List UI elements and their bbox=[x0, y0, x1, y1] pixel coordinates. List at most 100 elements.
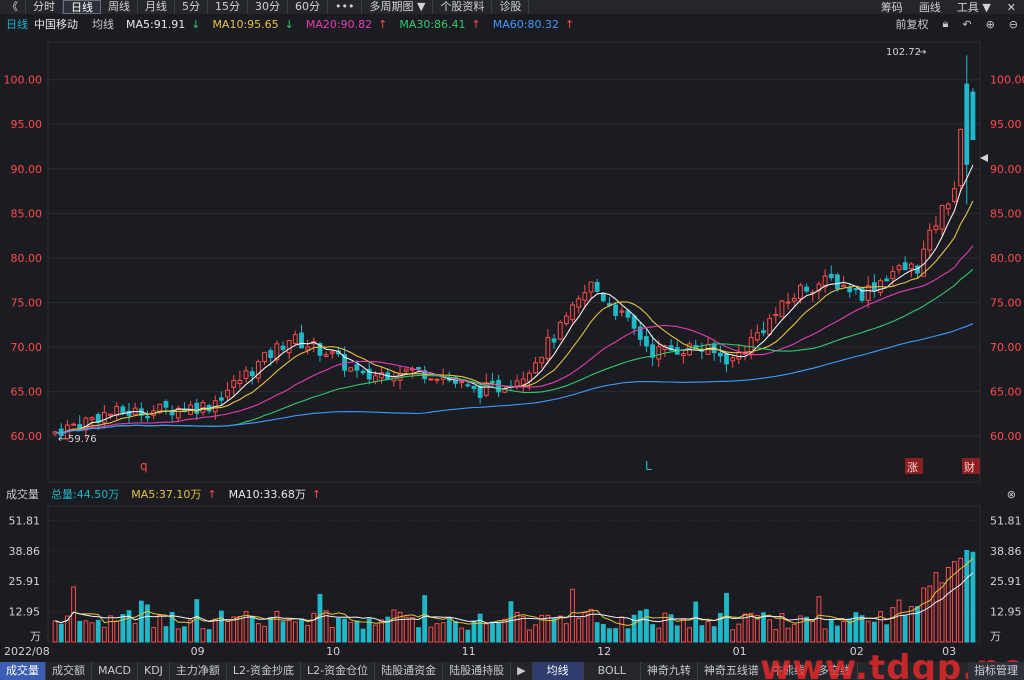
tab-main-net[interactable]: 主力净额 bbox=[170, 662, 227, 680]
candle-body bbox=[465, 384, 471, 387]
tab-fenshi[interactable]: 分时 bbox=[26, 0, 63, 14]
volume-bar bbox=[108, 615, 113, 643]
volume-chart[interactable]: 51.81 51.81 38.86 38.86 25.91 25.91 12.95 12.95… bbox=[0, 502, 1024, 660]
tab-yuexian[interactable]: 月线 bbox=[138, 0, 175, 14]
lock-icon[interactable]: 🔒︎ bbox=[942, 17, 949, 30]
marker-cai[interactable]: 财 bbox=[964, 460, 975, 474]
ma-label[interactable]: 均线 bbox=[92, 18, 114, 31]
tab-kdj[interactable]: KDJ bbox=[138, 662, 170, 680]
volume-bar bbox=[804, 616, 810, 643]
volume-bar bbox=[138, 600, 144, 643]
tab-zhouxian[interactable]: 周线 bbox=[101, 0, 138, 14]
tab-northbound-hold[interactable]: 陆股通持股 bbox=[443, 662, 512, 680]
candle-body bbox=[545, 337, 551, 360]
volume-bar bbox=[539, 614, 545, 643]
volume-ma-lines bbox=[54, 557, 974, 627]
period-toolbar: 《 分时 日线 周线 月线 5分 15分 30分 60分 ••• 多周期图 ▼ … bbox=[0, 0, 1024, 14]
price-tick-label: 70.00 bbox=[11, 341, 43, 354]
volume-bar bbox=[342, 618, 348, 643]
tab-l2-position[interactable]: L2-资金仓位 bbox=[301, 662, 376, 680]
volume-bar bbox=[668, 614, 674, 643]
candle-body bbox=[945, 203, 951, 210]
candle-body bbox=[656, 346, 662, 360]
candle-body bbox=[262, 351, 267, 363]
price-tick-label: 95.00 bbox=[990, 118, 1022, 131]
candle-body bbox=[145, 415, 150, 419]
draw-line-button[interactable]: 画线 bbox=[918, 1, 941, 14]
tab-15min[interactable]: 15分 bbox=[208, 0, 248, 14]
tab-long-short[interactable]: 多空线 bbox=[812, 662, 858, 680]
volume-bar bbox=[570, 588, 575, 643]
candle-body bbox=[964, 83, 970, 165]
tab-60min[interactable]: 60分 bbox=[288, 0, 328, 14]
volume-bar bbox=[336, 618, 341, 643]
price-tick-label: 80.00 bbox=[990, 252, 1022, 265]
diagnose-button[interactable]: 诊股 bbox=[492, 0, 530, 14]
volume-bar bbox=[237, 616, 243, 643]
tools-dropdown[interactable]: 工具 ▼ bbox=[949, 0, 999, 15]
volume-bar bbox=[687, 627, 692, 643]
tab-rixian[interactable]: 日线 bbox=[63, 0, 101, 14]
volume-bar bbox=[699, 625, 705, 643]
volume-bar bbox=[693, 601, 699, 643]
volume-bar bbox=[200, 628, 206, 643]
tab-macd[interactable]: MACD bbox=[92, 662, 138, 680]
tab-volume[interactable]: 成交量 bbox=[0, 662, 46, 680]
ma5-line bbox=[54, 164, 974, 435]
low-price-arrow: ← bbox=[58, 434, 66, 445]
marker-q[interactable]: q bbox=[140, 459, 148, 473]
tab-l2-bottom[interactable]: L2-资金抄底 bbox=[227, 662, 302, 680]
candle-body bbox=[625, 310, 631, 318]
price-axis-right: 100.00 95.00 90.00 85.00 80.00 75.00 70.00 65.0… bbox=[990, 74, 1024, 444]
date-tick-label: 2022/08 bbox=[4, 645, 50, 658]
stock-profile-button[interactable]: 个股资料 bbox=[433, 0, 493, 14]
candle-body bbox=[724, 353, 729, 365]
tab-five-lines[interactable]: 神奇五线谱 bbox=[698, 662, 766, 680]
volume-bar bbox=[225, 619, 230, 643]
price-chart[interactable]: 100.00 95.00 90.00 85.00 80.00 75.00 70.00 65.0… bbox=[0, 34, 1024, 486]
candle-body bbox=[785, 301, 791, 304]
back-icon[interactable]: 《 bbox=[0, 0, 26, 14]
candle-body bbox=[576, 298, 582, 308]
candle-body bbox=[157, 403, 163, 414]
chip-button[interactable]: 筹码 bbox=[880, 1, 903, 14]
fq-button[interactable]: 前复权 bbox=[895, 18, 929, 31]
tab-turnover[interactable]: 成交额 bbox=[46, 662, 92, 680]
tab-bull-bear[interactable]: 牛熊线 bbox=[766, 662, 812, 680]
candle-body bbox=[600, 293, 606, 302]
undo-icon[interactable]: ↶ bbox=[962, 17, 972, 31]
marker-zhang[interactable]: 涨 bbox=[907, 461, 918, 474]
volume-bar bbox=[656, 627, 662, 643]
multi-period-dropdown[interactable]: 多周期图 ▼ bbox=[362, 0, 434, 14]
tab-5min[interactable]: 5分 bbox=[175, 0, 208, 14]
volume-bar bbox=[471, 620, 477, 643]
volume-close-icon[interactable]: ⊗ bbox=[1006, 487, 1016, 501]
volume-bar bbox=[409, 617, 415, 643]
volume-bar bbox=[182, 626, 187, 643]
candle-body bbox=[804, 286, 810, 292]
tab-30min[interactable]: 30分 bbox=[248, 0, 288, 14]
volume-bar bbox=[896, 599, 902, 643]
tab-northbound-fund[interactable]: 陆股通资金 bbox=[375, 662, 444, 680]
volume-bar bbox=[939, 582, 945, 643]
marker-l[interactable]: L bbox=[645, 459, 652, 473]
candle-body bbox=[644, 336, 649, 347]
tab-td9[interactable]: 神奇九转 bbox=[641, 662, 698, 680]
more-button[interactable]: ••• bbox=[328, 0, 363, 14]
arrow-up-icon: ↑ bbox=[311, 488, 322, 501]
ma10-line bbox=[54, 200, 974, 435]
zoom-in-icon[interactable]: ⊕ bbox=[985, 17, 995, 31]
close-icon[interactable]: ✕ bbox=[1006, 0, 1016, 14]
volume-bar bbox=[717, 612, 723, 643]
candle-body bbox=[194, 402, 200, 414]
arrow-up-icon: ↑ bbox=[378, 17, 388, 31]
tab-boll[interactable]: BOLL bbox=[584, 662, 641, 680]
volume-bar bbox=[952, 561, 957, 643]
candle-body bbox=[403, 368, 409, 372]
indicator-manage-button[interactable]: 指标管理 bbox=[968, 662, 1024, 680]
tab-ma[interactable]: 均线 bbox=[532, 662, 584, 680]
tabs-scroll-right[interactable]: ▶ bbox=[511, 662, 533, 680]
price-tick-label: 70.00 bbox=[990, 341, 1022, 354]
volume-bar bbox=[391, 609, 397, 643]
zoom-out-icon[interactable]: ⊖ bbox=[1008, 17, 1018, 31]
